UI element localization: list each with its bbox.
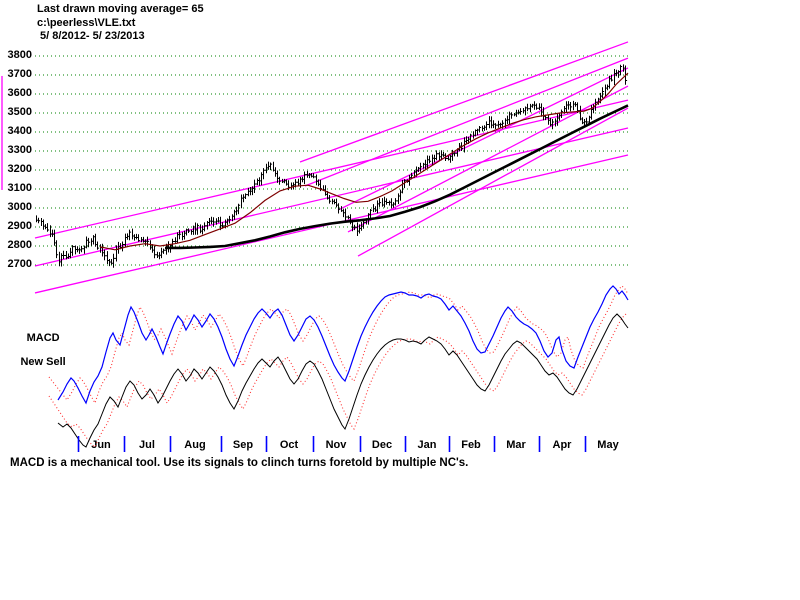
date-range-label: 5/ 8/2012- 5/ 23/2013: [37, 30, 145, 42]
month-label-apr: Apr: [552, 439, 572, 451]
y-axis-tick-label: 3100: [7, 182, 32, 194]
trend-channel-lines: [1, 41, 629, 294]
macd-signal-dotted-slow: [48, 313, 627, 448]
month-label-jul: Jul: [139, 439, 155, 451]
macd-signal-dotted-fast: [48, 285, 629, 405]
y-axis-tick-label: 3800: [7, 49, 32, 61]
y-axis-tick-label: 2700: [7, 258, 32, 270]
macd-slow-line: [57, 313, 629, 448]
month-label-may: May: [597, 439, 619, 451]
month-label-nov: Nov: [325, 439, 347, 451]
month-label-jan: Jan: [417, 439, 437, 451]
month-label-sep: Sep: [232, 439, 254, 451]
macd-label-line1: MACD: [26, 332, 60, 344]
y-axis-tick-label: 3000: [7, 201, 32, 213]
y-axis-tick-label: 2900: [7, 220, 32, 232]
grid-lines: [35, 55, 628, 266]
price-bars: [36, 64, 628, 268]
file-path-label: c:\peerless\VLE.txt: [37, 17, 136, 29]
ma-short-line: [99, 72, 629, 251]
x-axis-ticks: [77, 436, 587, 452]
month-label-mar: Mar: [506, 439, 526, 451]
ma-long-line: [165, 104, 629, 250]
y-axis-tick-label: 2800: [7, 239, 32, 251]
y-axis-tick-label: 3500: [7, 106, 32, 118]
month-label-feb: Feb: [461, 439, 481, 451]
month-label-dec: Dec: [371, 439, 393, 451]
month-label-oct: Oct: [279, 439, 299, 451]
y-axis-tick-label: 3400: [7, 125, 32, 137]
macd-label-line2: New Sell: [20, 356, 66, 368]
y-axis-tick-label: 3700: [7, 68, 32, 80]
title-moving-average: Last drawn moving average= 65: [37, 3, 204, 15]
y-axis-tick-label: 3200: [7, 163, 32, 175]
y-axis-tick-label: 3300: [7, 144, 32, 156]
y-axis-tick-label: 3600: [7, 87, 32, 99]
month-label-aug: Aug: [184, 439, 206, 451]
month-label-jun: Jun: [91, 439, 111, 451]
macd-panel-label: MACD New Sell: [8, 320, 66, 380]
caption-text: MACD is a mechanical tool. Use its signa…: [10, 457, 469, 469]
macd-fast-line: [57, 285, 629, 405]
